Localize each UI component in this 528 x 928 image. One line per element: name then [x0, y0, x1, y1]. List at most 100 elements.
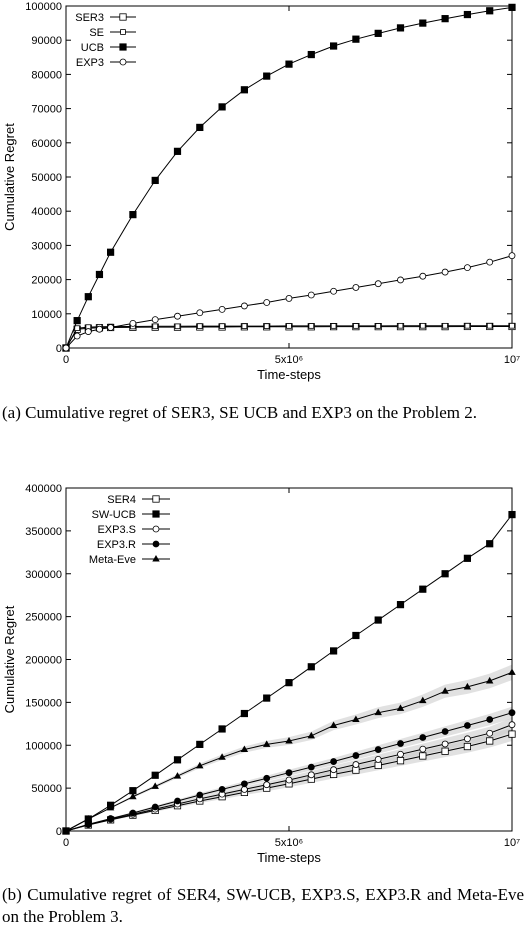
chart-b-series-2-point-20: [508, 721, 516, 729]
chart-b-ytick-label-6: 300000: [25, 569, 62, 581]
chart-b-series-1-point-19: [486, 540, 494, 548]
chart-a-series-3-point-8: [196, 309, 204, 317]
chart-a-series-1-point-9: [219, 323, 225, 329]
chart-a-series-1-point-14: [330, 323, 337, 329]
chart-a-series-1-point-13: [308, 323, 315, 329]
chart-b-series-1-point-16: [419, 585, 427, 593]
chart-a-ytick-label-4: 40000: [31, 206, 62, 218]
chart-a-series-2-point-20: [463, 10, 472, 19]
chart-a-series-1-point-15: [353, 323, 359, 329]
chart-b-series-3-point-12: [330, 758, 338, 765]
chart-a-series-3-point-1: [73, 332, 81, 340]
chart-a-series-2-point-2: [84, 293, 92, 301]
chart-a-series-2-point-9: [218, 103, 226, 111]
chart-a-series-2-point-18: [419, 19, 427, 27]
chart-a-series-1-point-20: [464, 322, 471, 329]
chart-a-series-3-point-11: [263, 299, 271, 306]
chart-a-legend-marker-3: [119, 58, 127, 66]
chart-b-series-2-point-10: [285, 776, 293, 784]
chart-b-series-1-point-18: [463, 554, 472, 562]
chart-a-series-1-point-12: [286, 323, 292, 329]
chart-b-series-3-point-3: [129, 809, 137, 817]
chart-a-series-2-point-8: [196, 123, 204, 132]
chart-b-legend-label-2: EXP3.S: [97, 524, 136, 536]
chart-b-series-1-point-8: [240, 709, 248, 718]
chart-a-series-2: [62, 3, 516, 352]
chart-b-series-3-point-15: [397, 740, 404, 747]
chart-a-series-2-point-13: [307, 50, 315, 59]
chart-b-series-1-point-5: [173, 756, 182, 764]
chart-a-ylabel: Cumulative Regret: [2, 123, 17, 231]
chart-b-series-3-point-6: [196, 791, 204, 799]
chart-b-legend-marker-2: [152, 525, 160, 533]
chart-a-series-3-point-20: [463, 264, 471, 272]
chart-b-series-2-point-12: [330, 766, 338, 774]
chart-a-series-2-point-12: [285, 60, 293, 68]
chart-a-series-2-point-4: [107, 248, 115, 256]
chart-b-series-1-point-7: [218, 725, 226, 733]
chart-a-series-3-point-5: [129, 319, 137, 327]
chart-a-series-1-point-19: [442, 322, 448, 329]
chart-b-series-3-point-18: [463, 722, 471, 729]
chart-a-legend-label-0: SER3: [75, 12, 104, 24]
chart-b-ytick-label-4: 200000: [25, 655, 62, 667]
chart-b-series-4-point-8: [240, 745, 249, 753]
chart-b-series-2-point-13: [352, 761, 360, 768]
chart-a-ytick-label-3: 30000: [31, 240, 62, 252]
chart-a-series-2-point-10: [240, 86, 248, 94]
chart-a-series-3-point-10: [240, 302, 248, 310]
chart-a-series-2-point-16: [374, 29, 382, 37]
chart-a-series-3-point-15: [352, 284, 360, 291]
chart-b-series-3-point-2: [107, 815, 114, 822]
chart-a-legend-label-1: SE: [89, 27, 104, 39]
chart-a-ytick-label-1: 10000: [31, 309, 62, 321]
chart-b-series-2-point-17: [441, 740, 449, 748]
chart-b-series-4-point-0: [62, 826, 70, 834]
chart-b-legend-marker-4: [152, 554, 160, 562]
chart-a-series-1-point-1: [74, 325, 80, 331]
chart-b-series-1-point-9: [263, 694, 271, 702]
chart-a-series-1-point-22: [509, 322, 515, 329]
chart-b-legend-label-1: SW-UCB: [92, 509, 136, 521]
chart-b: 0 50000 100000 150000 200000 250000 300000 3500…: [2, 483, 520, 865]
chart-a-ytick-label-0: 0: [56, 343, 62, 355]
chart-b-series-4-point-20: [508, 668, 516, 675]
chart-b-legend-label-0: SER4: [107, 494, 136, 506]
chart-a-series-2-point-15: [352, 35, 360, 43]
chart-a-ytick-label-10: 100000: [25, 1, 62, 13]
chart-b-ytick-label-8: 400000: [25, 483, 62, 495]
chart-b-series-4-point-18: [463, 682, 472, 690]
chart-a-legend-label-2: UCB: [81, 42, 104, 54]
chart-b-series-4-point-6: [196, 761, 204, 769]
chart-b-series-1-point-20: [508, 510, 516, 519]
chart-a-ytick-label-5: 50000: [31, 172, 62, 184]
chart-a-xtick-label-0: 0: [63, 354, 69, 366]
chart-b-ytick-label-0: 0: [56, 826, 62, 838]
chart-b-series-3-point-14: [374, 746, 382, 753]
chart-b-series-1-point-10: [285, 679, 293, 687]
chart-b-series-4-point-12: [329, 721, 338, 729]
chart-a-series-3-point-0: [62, 344, 70, 352]
chart-a-series-2-point-14: [329, 42, 338, 50]
chart-b-series-1-point-15: [396, 601, 405, 609]
chart-b-series-2-point-11: [307, 771, 315, 779]
chart-b-legend-marker-3: [152, 540, 160, 548]
chart-a-legend: SER3 SE UCB EXP3: [75, 12, 136, 69]
chart-a-xtick-label-2: 10⁷: [504, 354, 520, 366]
chart-a-series-1-point-7: [174, 323, 181, 330]
chart-b-series-4-point-5: [173, 772, 182, 779]
chart-a-series-3-point-19: [441, 268, 449, 276]
chart-a-series-3-point-14: [330, 287, 338, 295]
chart-b-xtick-label-2: 10⁷: [504, 837, 520, 849]
chart-b-series-0-point-20: [508, 730, 516, 738]
chart-b-series-3-point-9: [263, 774, 271, 782]
chart-b-series-1-point-6: [196, 740, 204, 748]
chart-b-ytick-label-7: 350000: [25, 526, 62, 538]
chart-b-series-3-point-11: [307, 763, 315, 771]
chart-b-series-0-point-15: [396, 757, 405, 765]
chart-a-series-1-point-16: [375, 323, 381, 329]
caption-a: (a) Cumulative regret of SER3, SE UCB an…: [2, 403, 477, 422]
chart-b-series-3-point-20: [508, 709, 516, 717]
chart-b-series-4-point-10: [285, 736, 293, 744]
chart-b-series-1-point-14: [374, 616, 382, 624]
